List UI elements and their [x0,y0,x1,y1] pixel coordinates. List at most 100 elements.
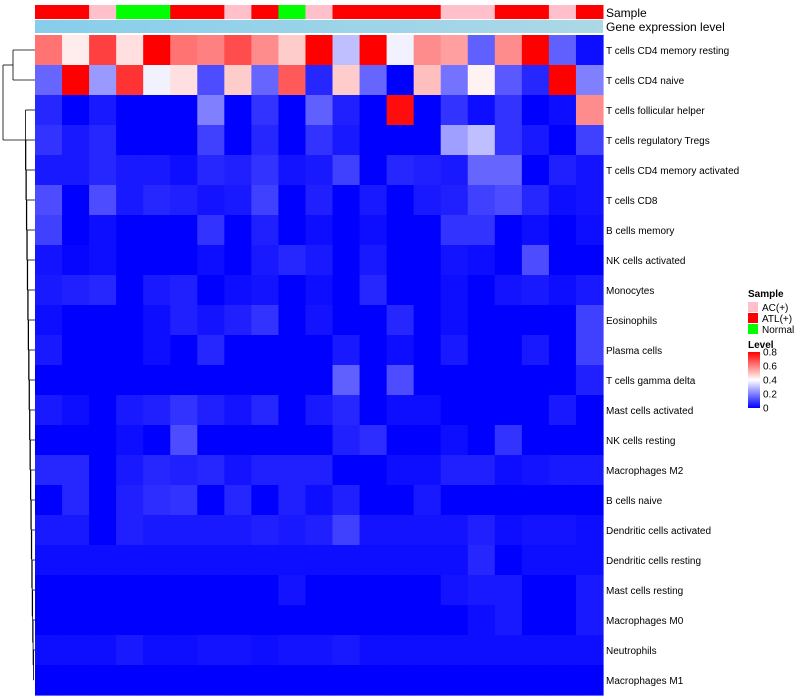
heatmap-cell [359,635,388,666]
heatmap-cell [35,275,63,306]
legend-swatch [748,302,758,312]
heatmap-cell [170,395,198,426]
heatmap-cell [224,485,252,516]
heatmap-cell [521,335,550,366]
heatmap-cell [143,35,171,66]
heatmap-cell [413,665,442,696]
heatmap-cell [359,605,388,636]
heatmap-cell [116,395,144,426]
heatmap-cell [278,635,307,666]
heatmap-cell [440,665,469,696]
heatmap-cell [197,245,225,276]
heatmap-cell [305,305,334,336]
heatmap-cell [332,215,361,246]
heatmap-cell [359,395,388,426]
heatmap-cell [143,635,171,666]
heatmap-cell [278,515,307,546]
heatmap-cell [35,335,63,366]
heatmap-cell [170,305,198,336]
heatmap-cell [359,365,388,396]
heatmap-cell [413,365,442,396]
heatmap-cell [467,65,496,96]
heatmap-cell [35,65,63,96]
heatmap-cell [332,65,361,96]
heatmap-cell [143,665,171,696]
heatmap-cell [35,425,63,456]
heatmap-cell [278,305,307,336]
heatmap-cell [251,335,280,366]
heatmap-cell [62,65,90,96]
heatmap-cell [332,605,361,636]
heatmap-cell [116,35,144,66]
row-label: Mast cells resting [606,586,683,597]
heatmap-cell [494,65,523,96]
heatmap-cell [224,125,252,156]
heatmap-cell [89,335,117,366]
heatmap-cell [440,215,469,246]
heatmap-cell [278,65,307,96]
heatmap-cell [197,425,225,456]
heatmap-cell [521,95,550,126]
heatmap-cell [359,215,388,246]
heatmap-cell [440,275,469,306]
heatmap-cell [494,605,523,636]
heatmap-cell [305,545,334,576]
heatmap-cell [575,665,604,696]
heatmap-cell [62,635,90,666]
heatmap-cell [575,515,604,546]
heatmap-cell [332,155,361,186]
heatmap-cell [548,455,577,486]
heatmap-cell [197,605,225,636]
heatmap-cell [467,425,496,456]
sample-annotation-cell [224,5,252,19]
heatmap-cell [413,65,442,96]
heatmap-cell [494,155,523,186]
heatmap-cell [413,575,442,606]
heatmap-cell [197,515,225,546]
heatmap-cell [35,545,63,576]
heatmap-cell [143,515,171,546]
heatmap-cell [197,95,225,126]
heatmap-cell [62,365,90,396]
heatmap-cell [278,185,307,216]
heatmap-cell [278,665,307,696]
heatmap-cell [359,185,388,216]
heatmap-cell [116,305,144,336]
heatmap-cell [62,155,90,186]
heatmap-cell [521,215,550,246]
heatmap-cell [116,125,144,156]
row-label: Plasma cells [606,346,662,357]
legend-tick-label: 0.6 [763,362,777,373]
heatmap-cell [548,275,577,306]
heatmap-cell [251,95,280,126]
heatmap-cell [143,305,171,336]
heatmap-cell [116,65,144,96]
heatmap-cell [467,215,496,246]
heatmap-cell [35,605,63,636]
heatmap-cell [62,335,90,366]
heatmap-cell [224,245,252,276]
heatmap-cell [89,605,117,636]
heatmap-cell [62,185,90,216]
row-label: Eosinophils [606,316,657,327]
heatmap-cell [332,95,361,126]
heatmap-cell [170,245,198,276]
heatmap-cell [35,365,63,396]
heatmap-cell [575,425,604,456]
heatmap-cell [521,455,550,486]
heatmap-cell [62,605,90,636]
heatmap-cell [197,335,225,366]
heatmap-cell [143,605,171,636]
heatmap-cell [197,575,225,606]
heatmap-cell [521,545,550,576]
heatmap-cell [467,365,496,396]
heatmap-cell [332,665,361,696]
heatmap-cell [35,35,63,66]
heatmap-cell [305,515,334,546]
heatmap-cell [35,395,63,426]
heatmap-cell [143,95,171,126]
heatmap-cell [548,305,577,336]
sample-annotation-cell [305,5,334,19]
sample-annotation-cell [170,5,198,19]
row-label: Macrophages M0 [606,616,684,627]
